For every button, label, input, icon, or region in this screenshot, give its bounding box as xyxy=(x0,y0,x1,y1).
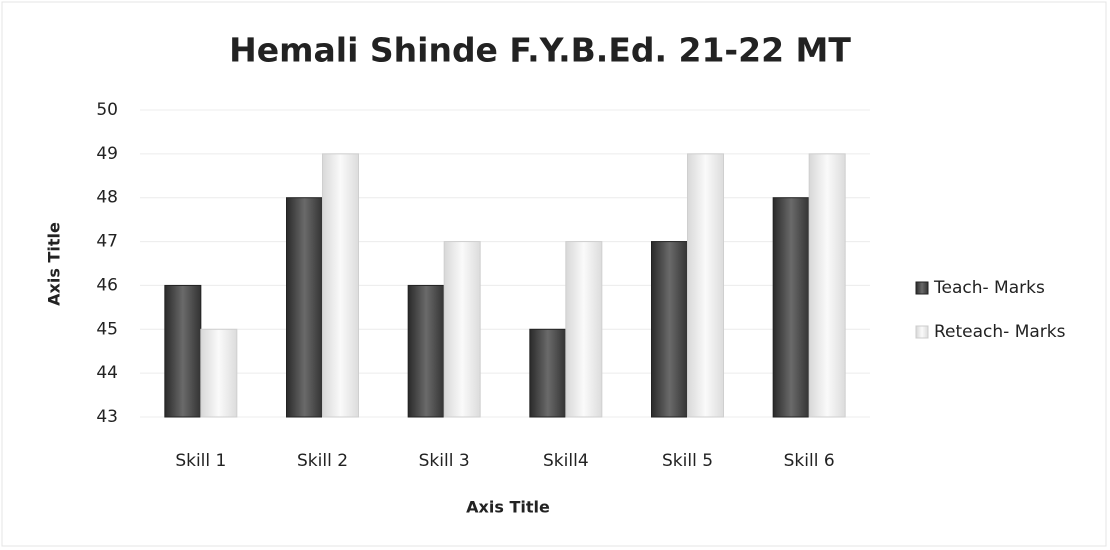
bar xyxy=(200,328,238,418)
bar xyxy=(808,153,846,418)
x-tick-label: Skill 1 xyxy=(175,451,226,471)
y-axis-title: Axis Title xyxy=(45,222,64,306)
bar xyxy=(407,284,445,418)
bar xyxy=(443,241,481,418)
legend-swatch xyxy=(915,325,929,339)
y-tick-label: 47 xyxy=(96,232,118,252)
x-tick-label: Skill 2 xyxy=(297,451,348,471)
y-tick-label: 43 xyxy=(96,407,118,427)
bar xyxy=(651,241,688,418)
y-tick-label: 48 xyxy=(96,188,118,208)
bar xyxy=(164,284,202,418)
legend-swatch xyxy=(915,281,929,295)
legend-label: Teach- Marks xyxy=(933,278,1045,298)
x-tick-label: Skill 5 xyxy=(662,451,713,471)
y-tick-label: 45 xyxy=(96,319,118,339)
x-tick-label: Skill 3 xyxy=(419,451,470,471)
bar xyxy=(322,153,359,418)
x-axis-title: Axis Title xyxy=(466,498,550,517)
y-tick-label: 44 xyxy=(96,363,118,383)
legend-label: Reteach- Marks xyxy=(934,322,1066,342)
y-tick-label: 50 xyxy=(96,100,118,120)
x-tick-label: Skill 6 xyxy=(784,451,835,471)
bar xyxy=(565,241,603,418)
y-tick-label: 46 xyxy=(96,275,118,295)
bar xyxy=(687,153,724,418)
x-tick-label: Skill4 xyxy=(543,451,589,471)
chart-title: Hemali Shinde F.Y.B.Ed. 21-22 MT xyxy=(229,31,851,70)
bar xyxy=(529,328,567,418)
bar xyxy=(772,197,810,418)
y-tick-label: 49 xyxy=(96,144,118,164)
bar xyxy=(286,197,323,418)
